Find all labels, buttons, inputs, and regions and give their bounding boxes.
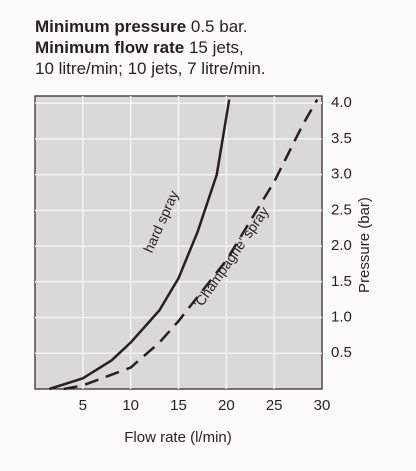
- y-tick-label: 1.5: [331, 273, 352, 290]
- header-bold: Minimum flow rate: [35, 38, 184, 57]
- y-axis-label: Pressure (bar): [356, 197, 373, 293]
- x-tick-label: 20: [218, 397, 235, 414]
- x-tick-label: 5: [79, 397, 87, 414]
- y-tick-label: 3.5: [331, 130, 352, 147]
- y-tick-label: 2.5: [331, 201, 352, 218]
- y-tick-label: 3.0: [331, 166, 352, 183]
- x-axis-label: Flow rate (l/min): [124, 429, 232, 446]
- x-tick-label: 30: [314, 397, 331, 414]
- y-tick-label: 4.0: [331, 94, 352, 111]
- header-text: 15 jets,: [184, 38, 244, 57]
- y-tick-label: 2.0: [331, 237, 352, 254]
- line: [63, 98, 319, 391]
- header-text: 0.5 bar.: [186, 17, 247, 36]
- x-tick-label: 10: [122, 397, 139, 414]
- line: [48, 99, 231, 391]
- x-tick-label: 25: [266, 397, 283, 414]
- header-bold: Minimum pressure: [35, 17, 186, 36]
- x-tick-label: 15: [170, 397, 187, 414]
- header-line: Minimum pressure 0.5 bar.: [35, 17, 248, 36]
- y-tick-label: 1.0: [331, 309, 352, 326]
- y-tick-label: 0.5: [331, 344, 352, 361]
- header-text: 10 litre/min; 10 jets, 7 litre/min.: [35, 59, 266, 78]
- header-line: 10 litre/min; 10 jets, 7 litre/min.: [35, 59, 266, 78]
- header-line: Minimum flow rate 15 jets,: [35, 38, 244, 57]
